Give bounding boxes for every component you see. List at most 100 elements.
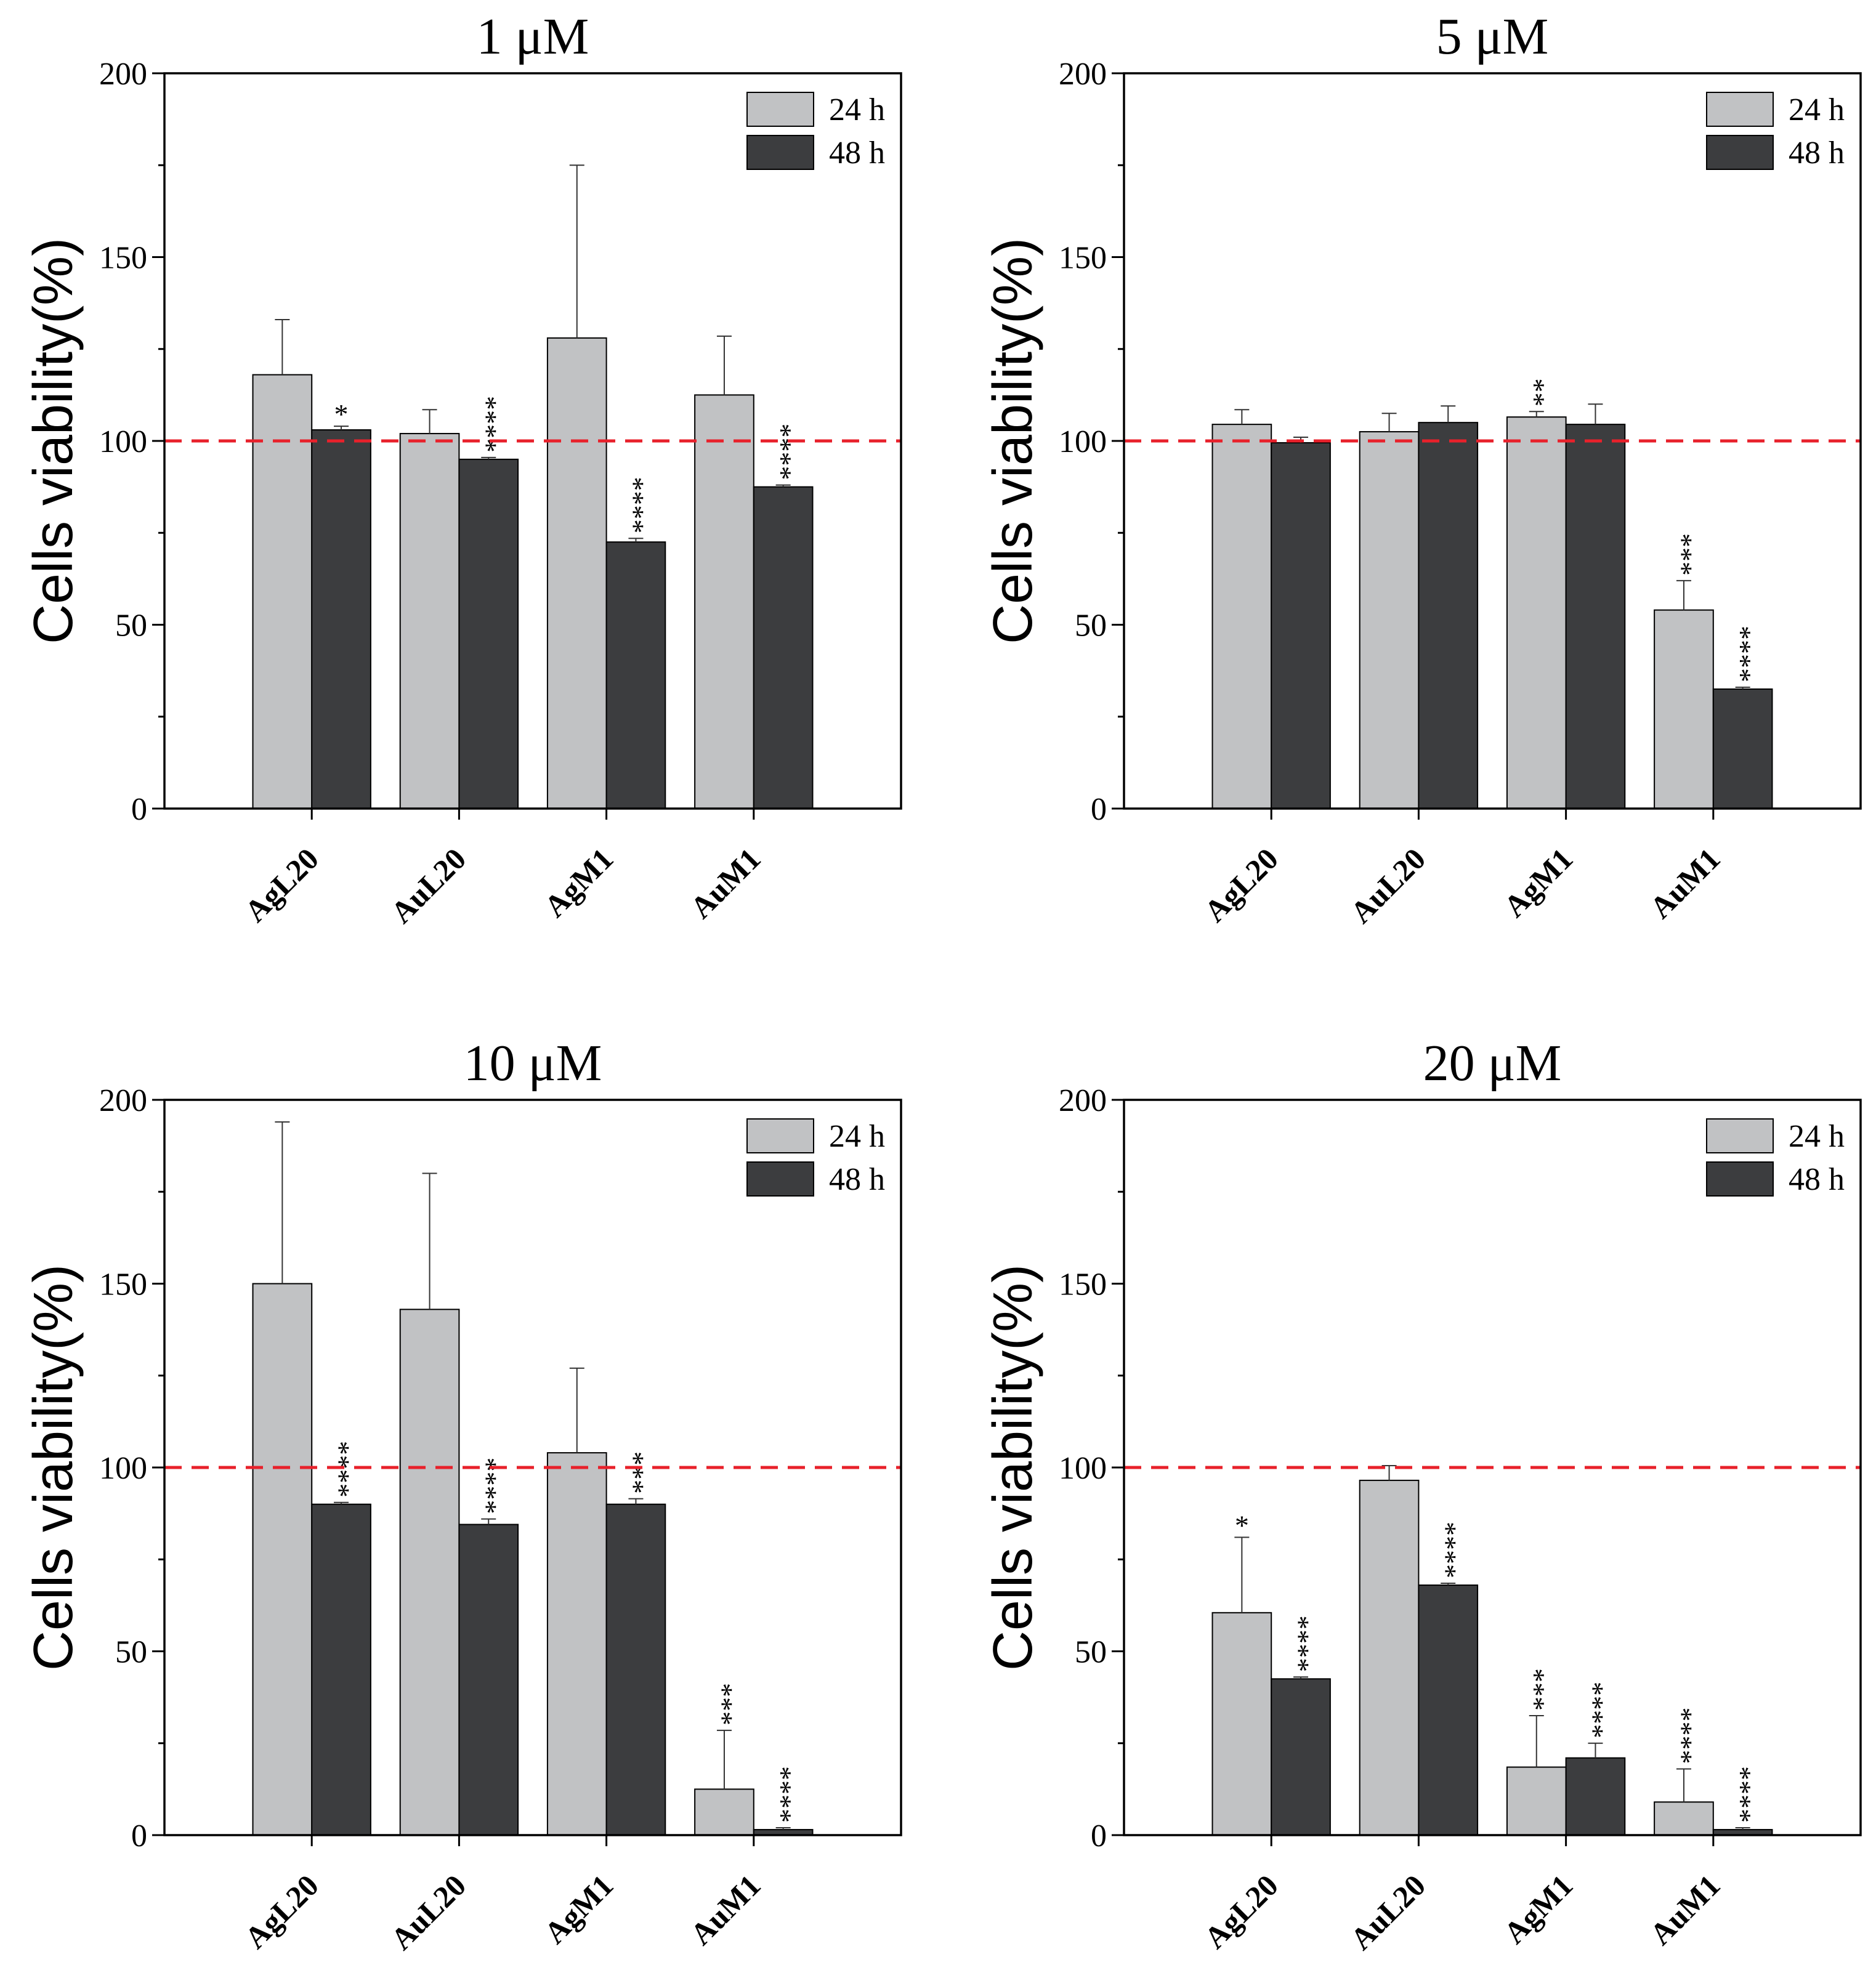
x-tick-label-aum1: AuM1 — [684, 1868, 767, 1952]
error-bar-24h-aum1 — [716, 335, 732, 395]
y-tick-label: 0 — [1091, 1818, 1107, 1854]
x-tick-label-aul20: AuL20 — [384, 1868, 472, 1956]
error-bar-24h-agm1 — [569, 164, 584, 338]
error-bar-24h-agl20 — [1234, 409, 1250, 425]
legend: 24 h 48 h — [1706, 1118, 1845, 1197]
legend-swatch-48h — [746, 1161, 814, 1197]
x-tick-label-agm1: AgM1 — [1497, 1868, 1580, 1950]
bar-24h-aum1 — [1654, 1801, 1714, 1836]
y-tick-label: 200 — [1059, 1083, 1107, 1118]
bar-24h-agm1 — [546, 337, 607, 809]
bar-48h-agl20 — [311, 1503, 371, 1836]
chart-title: 10 μM — [464, 1035, 602, 1092]
x-tick-label-agl20: AgL20 — [1197, 841, 1285, 929]
bar-24h-aum1 — [694, 1788, 754, 1836]
bar-48h-agm1 — [605, 1503, 666, 1836]
x-tick-label-aum1: AuM1 — [1643, 1868, 1727, 1952]
legend: 24 h 48 h — [746, 1118, 885, 1197]
legend-swatch-48h — [1706, 1161, 1774, 1197]
bar-48h-aul20 — [1418, 1584, 1479, 1836]
y-axis-label: Cells viability(%) — [23, 1264, 84, 1671]
significance-24h-aum1: **** — [1674, 1708, 1705, 1764]
bar-48h-agl20 — [311, 429, 371, 809]
legend-swatch-48h — [1706, 135, 1774, 170]
y-axis: 0 50 100 150 200 — [1059, 1083, 1124, 1854]
legend-label-24h: 24 h — [829, 92, 885, 127]
y-tick-label: 50 — [1075, 1635, 1107, 1670]
bar-48h-agl20 — [1271, 442, 1331, 809]
x-tick-label-agm1: AgM1 — [538, 841, 620, 924]
error-bar-48h-aul20 — [481, 1518, 496, 1525]
error-bar-48h-agl20 — [334, 1501, 349, 1504]
error-bar-48h-agl20 — [1293, 1676, 1309, 1679]
x-axis: AgL20 AuL20 AgM1 AuM1 — [238, 809, 767, 930]
y-axis: 0 50 100 150 200 — [99, 57, 164, 827]
y-tick-label: 50 — [115, 608, 147, 644]
error-bar-24h-agm1 — [569, 1367, 584, 1453]
error-bar-48h-agl20 — [334, 426, 349, 430]
x-tick-label-agl20: AgL20 — [238, 1868, 325, 1955]
error-bar-24h-agl20 — [275, 1121, 290, 1284]
error-bar-24h-agl20 — [1234, 1536, 1250, 1613]
significance-48h-agm1: *** — [626, 1451, 658, 1494]
bars — [1211, 1465, 1773, 1836]
y-tick-label: 200 — [1059, 57, 1107, 92]
error-bar-48h-aul20 — [481, 456, 496, 459]
error-bar-24h-agm1 — [1529, 1714, 1544, 1767]
chart-panel-20m: ************************050100150200Cell… — [982, 1035, 1862, 1956]
x-tick-label-aul20: AuL20 — [1343, 841, 1432, 930]
y-tick-label: 100 — [99, 1451, 147, 1486]
x-tick-label-agl20: AgL20 — [1197, 1868, 1285, 1955]
error-bar-48h-agm1 — [628, 1498, 644, 1504]
chart-title: 20 μM — [1423, 1035, 1562, 1092]
significance-48h-aum1: **** — [1733, 626, 1765, 682]
significance-48h-aum1: **** — [774, 424, 805, 480]
bar-48h-agl20 — [1271, 1678, 1331, 1836]
error-bar-48h-aum1 — [1735, 1827, 1750, 1830]
legend-swatch-24h — [746, 92, 814, 127]
bar-48h-agm1 — [1565, 1757, 1626, 1836]
bar-24h-agm1 — [1506, 1766, 1567, 1836]
significance-48h-agl20: * — [334, 398, 349, 430]
legend-label-24h: 24 h — [1789, 1119, 1845, 1154]
significance-24h-aum1: *** — [714, 1683, 746, 1726]
error-bar-48h-aum1 — [775, 1827, 791, 1830]
error-bar-48h-aum1 — [1735, 686, 1750, 689]
bar-48h-aul20 — [1418, 422, 1479, 809]
error-bar-48h-agm1 — [1588, 1742, 1603, 1758]
y-axis: 0 50 100 150 200 — [1059, 57, 1124, 827]
legend-swatch-24h — [1706, 92, 1774, 127]
bar-24h-aul20 — [1359, 1479, 1420, 1836]
x-tick-label-agl20: AgL20 — [238, 841, 325, 929]
error-bar-48h-aul20 — [1441, 1583, 1456, 1586]
legend-label-48h: 48 h — [1789, 135, 1845, 171]
significance-48h-aul20: **** — [479, 1458, 511, 1514]
y-tick-label: 150 — [1059, 1267, 1107, 1302]
x-tick-label-agm1: AgM1 — [538, 1868, 620, 1950]
error-bar-24h-aul20 — [1381, 1465, 1397, 1480]
bar-48h-agm1 — [1565, 424, 1626, 809]
y-tick-label: 0 — [131, 1818, 147, 1854]
y-tick-label: 100 — [1059, 424, 1107, 459]
legend-label-48h: 48 h — [1789, 1162, 1845, 1197]
legend-label-48h: 48 h — [829, 135, 885, 171]
y-tick-label: 0 — [1091, 792, 1107, 827]
bar-24h-aul20 — [399, 1309, 460, 1836]
bar-24h-agl20 — [252, 374, 313, 809]
x-axis: AgL20 AuL20 AgM1 AuM1 — [238, 1835, 767, 1956]
bars — [1211, 403, 1773, 809]
x-tick-label-aum1: AuM1 — [1643, 841, 1727, 925]
error-bar-48h-aum1 — [775, 484, 791, 487]
bar-48h-aum1 — [753, 486, 814, 809]
significance-24h-agm1: ** — [1527, 378, 1558, 406]
bar-24h-agl20 — [252, 1283, 313, 1836]
error-bar-24h-aum1 — [716, 1729, 732, 1790]
y-tick-label: 100 — [99, 424, 147, 459]
legend: 24 h 48 h — [1706, 92, 1845, 171]
bar-48h-aul20 — [458, 1524, 519, 1836]
bars — [252, 164, 814, 809]
bar-48h-aum1 — [1712, 688, 1773, 809]
